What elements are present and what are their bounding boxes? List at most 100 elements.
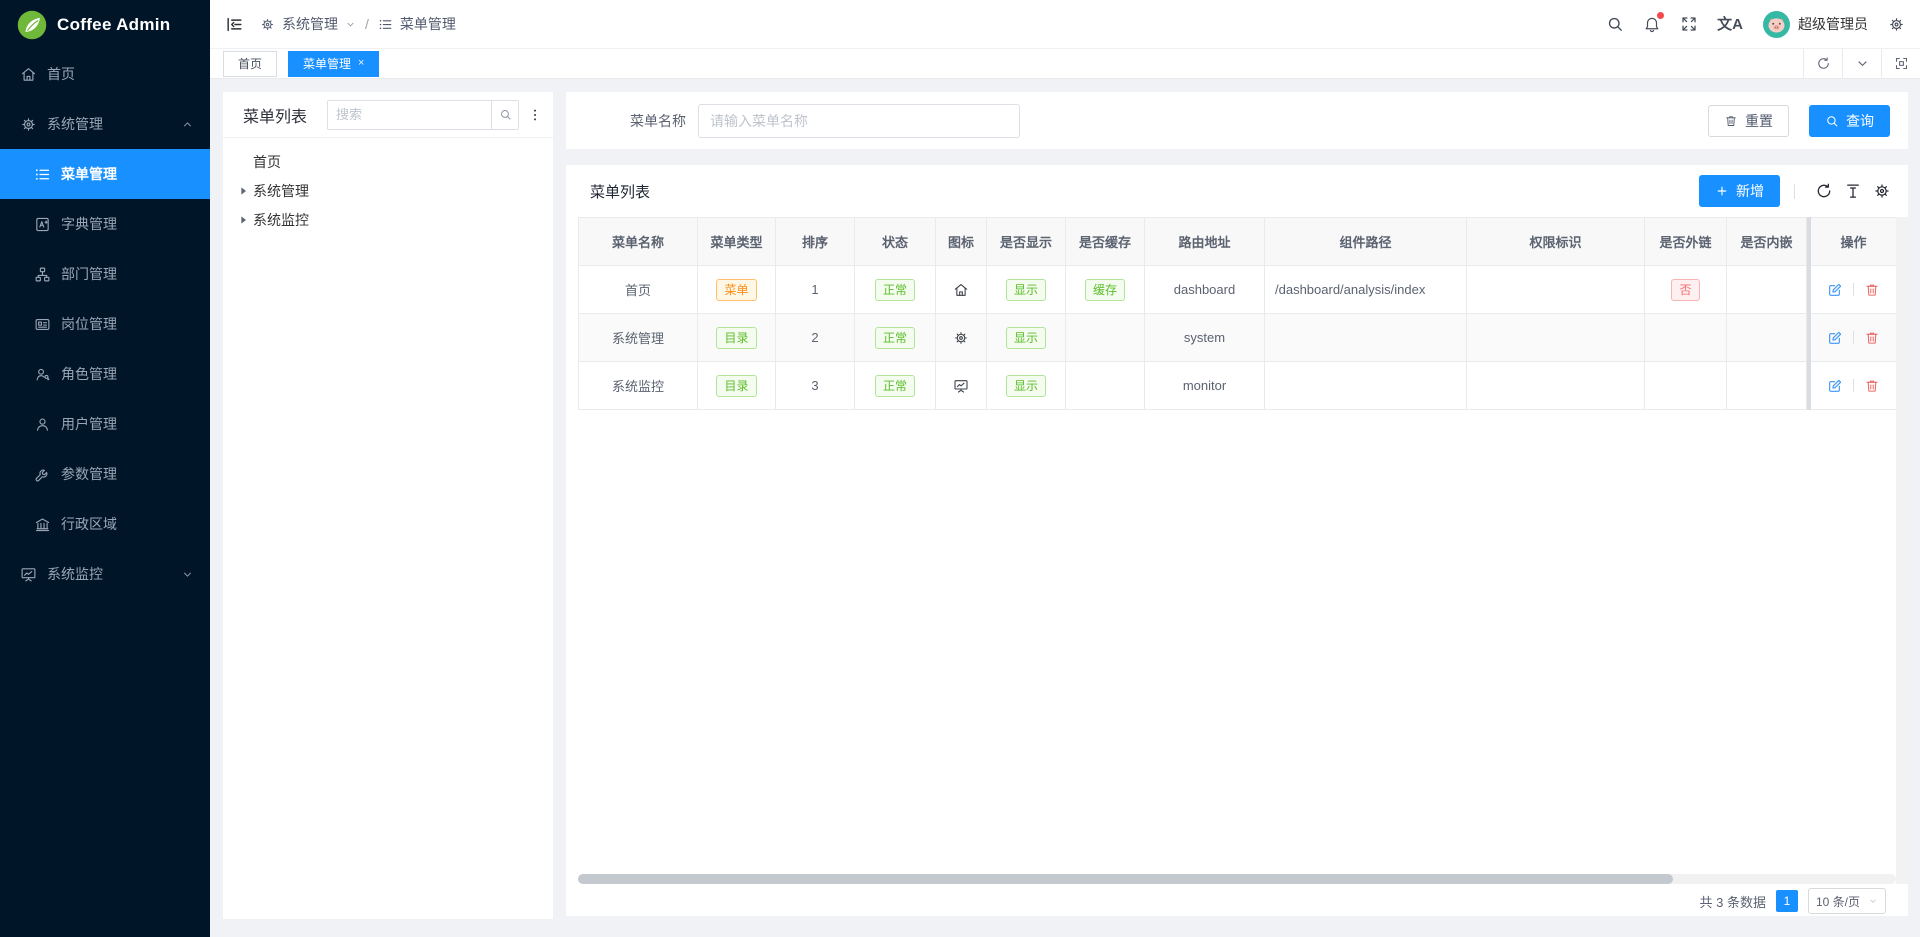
org-chart-icon [34, 266, 51, 283]
gear-icon [260, 17, 275, 32]
user-menu[interactable]: 超级管理员 [1763, 10, 1868, 38]
notification-bell[interactable] [1643, 12, 1665, 33]
status-badge: 正常 [874, 326, 915, 349]
chevron-up-icon [181, 118, 194, 131]
cell-type: 目录 [697, 313, 776, 362]
cell-icon [935, 313, 987, 362]
delete-icon[interactable] [1864, 378, 1880, 394]
cell-icon [935, 361, 987, 410]
trash-icon [1724, 114, 1738, 128]
tab-label: 菜单管理 [303, 57, 352, 71]
row-height-icon[interactable] [1844, 182, 1862, 200]
cell-embedded [1726, 313, 1807, 362]
sidebar-item-dept-mgmt[interactable]: 部门管理 [0, 249, 210, 299]
tree-node-monitor[interactable]: 系统监控 [223, 205, 553, 234]
cell-permission [1466, 265, 1645, 314]
chevron-down-icon [181, 568, 194, 581]
edit-icon[interactable] [1827, 282, 1843, 298]
collapse-sidebar-icon[interactable] [225, 15, 244, 34]
vertical-scrollbar-track [1896, 217, 1908, 884]
query-button[interactable]: 查询 [1809, 104, 1890, 137]
breadcrumb-parent[interactable]: 系统管理 [282, 16, 338, 32]
sidebar-item-label: 参数管理 [61, 466, 117, 482]
external-badge: 否 [1671, 278, 1700, 301]
tab-list-dropdown[interactable] [1842, 49, 1881, 78]
tree-search-input[interactable] [328, 100, 491, 129]
cell-visible: 显示 [986, 265, 1066, 314]
sidebar-item-param-mgmt[interactable]: 参数管理 [0, 449, 210, 499]
pagination: 共 3 条数据 1 10 条/页 [1700, 888, 1886, 914]
cell-status: 正常 [854, 361, 936, 410]
delete-icon[interactable] [1864, 330, 1880, 346]
cell-permission [1466, 361, 1645, 410]
tree-node-label: 首页 [253, 153, 281, 170]
home-icon [953, 282, 969, 298]
refresh-icon[interactable] [1815, 182, 1833, 200]
menu-table: 菜单名称 菜单类型 排序 状态 图标 是否显示 是否缓存 路由地址 组件路径 权… [578, 217, 1897, 410]
sidebar-item-post-mgmt[interactable]: 岗位管理 [0, 299, 210, 349]
bank-icon [34, 516, 51, 533]
settings-gear-icon[interactable] [1888, 16, 1905, 33]
monitor-icon [953, 378, 969, 394]
filter-label: 菜单名称 [630, 112, 686, 129]
cell-icon [935, 265, 987, 314]
tab-label: 首页 [238, 57, 263, 71]
caret-right-icon[interactable] [235, 212, 251, 228]
close-icon[interactable]: × [358, 57, 365, 69]
cell-external [1644, 361, 1727, 410]
fullscreen-icon[interactable] [1680, 15, 1698, 33]
top-header: 系统管理 / 菜单管理 文A 超级管理员 [210, 0, 1920, 49]
page-size-select[interactable]: 10 条/页 [1808, 888, 1886, 914]
sidebar-item-role-mgmt[interactable]: 角色管理 [0, 349, 210, 399]
reset-button[interactable]: 重置 [1708, 104, 1789, 137]
sidebar-group-system[interactable]: 系统管理 [0, 99, 210, 149]
breadcrumb-current: 菜单管理 [399, 16, 456, 32]
sidebar-group-monitor[interactable]: 系统监控 [0, 549, 210, 599]
table-row: 系统监控 目录 3 正常 显示 monitor [578, 361, 1897, 410]
sidebar-item-label: 岗位管理 [61, 316, 117, 332]
caret-right-icon[interactable] [235, 183, 251, 199]
horizontal-scrollbar-thumb[interactable] [578, 874, 1673, 884]
sidebar-item-user-mgmt[interactable]: 用户管理 [0, 399, 210, 449]
menu-name-input[interactable] [698, 103, 1020, 138]
cell-status: 正常 [854, 313, 936, 362]
col-route: 路由地址 [1144, 217, 1265, 266]
cell-status: 正常 [854, 265, 936, 314]
column-settings-gear-icon[interactable] [1873, 182, 1891, 200]
avatar [1763, 10, 1790, 38]
menu-tree: 首页 系统管理 系统监控 [223, 138, 553, 234]
cell-cache: 缓存 [1065, 265, 1145, 314]
chevron-down-icon [1868, 896, 1878, 906]
tab-menu-mgmt[interactable]: 菜单管理 × [288, 50, 380, 77]
sidebar-item-dict-mgmt[interactable]: 字典管理 [0, 199, 210, 249]
add-button-label: 新增 [1736, 183, 1764, 199]
page-number-button[interactable]: 1 [1776, 890, 1798, 912]
tree-node-system[interactable]: 系统管理 [223, 176, 553, 205]
kebab-menu-icon[interactable] [527, 107, 543, 123]
tab-home[interactable]: 首页 [223, 50, 278, 77]
cell-component [1264, 313, 1467, 362]
breadcrumb-separator: / [365, 16, 369, 32]
cell-component: /dashboard/analysis/index [1264, 265, 1467, 314]
cell-embedded [1726, 265, 1807, 314]
cell-actions [1810, 265, 1897, 314]
translate-icon[interactable]: 文A [1717, 15, 1743, 33]
search-icon[interactable] [1606, 15, 1624, 33]
content-fullscreen-button[interactable] [1881, 49, 1920, 78]
delete-icon[interactable] [1864, 282, 1880, 298]
add-button[interactable]: 新增 [1699, 175, 1780, 207]
cell-cache [1065, 313, 1145, 362]
edit-icon[interactable] [1827, 330, 1843, 346]
sidebar-item-label: 用户管理 [61, 416, 117, 432]
sidebar-item-home[interactable]: 首页 [0, 49, 210, 99]
edit-icon[interactable] [1827, 378, 1843, 394]
sidebar-item-region[interactable]: 行政区域 [0, 499, 210, 549]
sidebar: Coffee Admin 首页 系统管理 菜单管理 字典管理 部门 [0, 0, 210, 937]
sidebar-item-menu-mgmt[interactable]: 菜单管理 [0, 149, 210, 199]
tab-bar: 首页 菜单管理 × [210, 49, 1920, 79]
tree-search-button[interactable] [491, 100, 518, 129]
tree-node-home[interactable]: 首页 [223, 147, 553, 176]
cell-visible: 显示 [986, 313, 1066, 362]
refresh-tab-button[interactable] [1803, 49, 1842, 78]
cell-type: 菜单 [697, 265, 776, 314]
